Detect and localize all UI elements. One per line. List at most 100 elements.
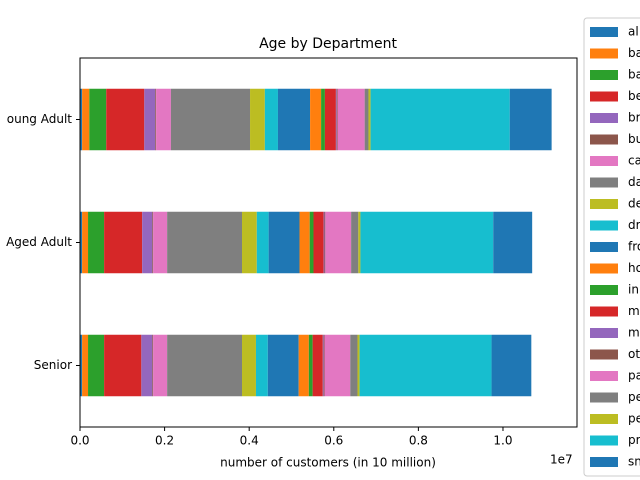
legend-label: bu (628, 132, 640, 146)
bar-segment (324, 334, 351, 397)
bar-segment (256, 211, 269, 274)
bar-segment (299, 211, 310, 274)
legend: al ba ba be br bu ca da de dr fro ho in mm ot pa pe pe pr s… (583, 17, 640, 477)
bar-segment (80, 88, 83, 151)
bar-segment (298, 334, 309, 397)
legend-label: ho (628, 261, 640, 275)
axes-frame (79, 57, 578, 428)
legend-label: al (628, 25, 639, 39)
bar-segment (167, 211, 243, 274)
bar-segment (82, 88, 90, 151)
legend-label: br (628, 111, 640, 125)
x-tick-label: 1.0 (493, 434, 512, 448)
legend-swatch (590, 156, 618, 166)
legend-swatch (590, 199, 618, 209)
plot-area: oung Adult Aged Adult Senior 0.0 0.2 0.4 0.6 0.… (6, 57, 578, 448)
bar-segment (312, 334, 323, 397)
bar-segment (351, 211, 359, 274)
bar-segment (264, 88, 278, 151)
legend-swatch (590, 349, 618, 360)
bar-segment (156, 88, 171, 151)
bar-segment (364, 88, 369, 151)
legend-label: ba (628, 68, 640, 82)
bar-segment (277, 88, 311, 151)
x-tick-label: 0.8 (409, 434, 428, 448)
bar-segment (324, 88, 336, 151)
legend-label: m (628, 326, 640, 340)
bar-segment (360, 211, 494, 274)
bar-segment (141, 334, 153, 397)
legend-swatch (590, 328, 618, 338)
legend-label: ba (628, 46, 640, 60)
bar-segment (359, 334, 492, 397)
y-tick-label: Senior (34, 358, 72, 372)
bar-segment (358, 211, 361, 274)
bar-segment (268, 211, 300, 274)
legend-swatch (590, 435, 618, 446)
bar-segment (80, 211, 83, 274)
legend-swatch (590, 457, 618, 467)
bar-segment (309, 211, 314, 274)
x-tick-label: 0.4 (240, 434, 259, 448)
legend-swatch (590, 306, 618, 317)
bar-segment (80, 334, 83, 397)
bar-segment (82, 334, 89, 397)
legend-swatch (590, 177, 618, 188)
legend-swatch (590, 242, 618, 252)
bar-segment (335, 88, 337, 151)
legend-label: dr (628, 218, 640, 232)
chart-title: Age by Department (259, 36, 397, 52)
bar-segment (250, 88, 265, 151)
legend-swatch (590, 48, 618, 59)
bar-segment (321, 88, 325, 151)
legend-swatch (590, 392, 618, 403)
bar-segment (88, 334, 105, 397)
legend-swatch (590, 27, 618, 37)
bar-segment (368, 88, 371, 151)
bar-segment (310, 88, 322, 151)
legend-swatch (590, 220, 618, 231)
bar-segment (82, 211, 89, 274)
legend-label: pe (628, 390, 640, 404)
bar-segment (153, 211, 168, 274)
legend-label: pe (628, 412, 640, 426)
legend-label: da (628, 175, 640, 189)
bar-segment (308, 334, 313, 397)
legend-label: sn (628, 455, 640, 469)
bar-segment (370, 88, 510, 151)
bar-segment (152, 211, 154, 274)
bar-segment (144, 88, 156, 151)
legend-label: pr (628, 433, 640, 447)
bar-segment (509, 88, 552, 151)
legend-label: in (628, 283, 639, 297)
legend-label: be (628, 89, 640, 103)
bar-segment (336, 88, 338, 151)
x-axis-label: number of customers (in 10 million) (220, 456, 436, 470)
bar-segment (242, 211, 257, 274)
x-tick-label: 0.2 (155, 434, 174, 448)
bar-segment (322, 334, 324, 397)
bar-segment (325, 211, 352, 274)
legend-label: ot (628, 347, 640, 361)
x-tick-label: 0.6 (324, 434, 343, 448)
bar-segment (142, 211, 153, 274)
legend-label: ca (628, 154, 640, 168)
bar-segment (267, 334, 299, 397)
legend-label: pa (628, 369, 640, 383)
legend-swatch (590, 134, 618, 145)
legend-swatch (590, 91, 618, 102)
legend-swatch (590, 414, 618, 424)
y-tick-label: oung Adult (7, 112, 73, 126)
legend-label: m (628, 304, 640, 318)
y-tick-label: Aged Adult (6, 235, 72, 249)
x-tick-label: 0.0 (70, 434, 89, 448)
bar-segment (337, 88, 365, 151)
bar-segment (89, 88, 107, 151)
bar-segment (493, 211, 533, 274)
bar-segment (170, 88, 251, 151)
bar-segment (88, 211, 105, 274)
bar-segment (324, 211, 326, 274)
bar-segment (104, 211, 143, 274)
bar-segment (167, 334, 243, 397)
